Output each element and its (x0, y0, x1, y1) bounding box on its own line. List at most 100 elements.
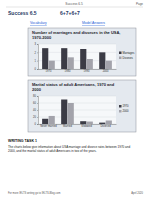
legend-swatch (119, 57, 122, 60)
y-axis: 0 20 40 60 80 (33, 94, 38, 126)
tick-label: 0 (35, 67, 37, 71)
link[interactable]: Vocabulary (30, 21, 47, 25)
x-axis: 1970 1980 1990 2000 (39, 69, 117, 73)
score: 6+7+6+7 (60, 10, 80, 16)
tick-label: Widowed (81, 124, 92, 128)
legend-label: 1970 (123, 104, 129, 108)
bar (99, 52, 105, 69)
chart-frame (28, 28, 136, 76)
bar (49, 116, 55, 124)
y-axis: 0 1 2 3 (35, 42, 39, 71)
tick-label: 1 (35, 59, 37, 63)
grid-line (38, 110, 116, 111)
x-tick: 1990 (84, 69, 90, 73)
lesson-title: Success 6.5 (8, 10, 37, 16)
legend: MarriagesDivorces (119, 51, 135, 60)
tick-label: 20 (33, 115, 36, 119)
bar (49, 61, 55, 69)
header-rule (6, 7, 143, 8)
tick-label: Married (63, 124, 72, 128)
bar (99, 123, 105, 124)
legend-label: Marriages (123, 51, 136, 55)
tick-mark (37, 52, 38, 53)
bar (87, 59, 93, 69)
tick-label: 0 (35, 122, 37, 126)
legend-swatch (119, 52, 122, 55)
header-title: Success 6.5 (65, 2, 83, 6)
bar (87, 122, 93, 124)
legend-label: 2000 (123, 109, 129, 113)
bar (68, 57, 74, 69)
y-axis-line (37, 45, 39, 70)
tick-label: Never married (40, 124, 57, 128)
bars (42, 100, 112, 125)
plot-area (38, 44, 116, 69)
bar (61, 48, 67, 69)
tick-mark (37, 110, 38, 111)
y-tick: 0 (35, 122, 38, 126)
x-tick: 1980 (65, 69, 71, 73)
y-tick: 60 (33, 101, 38, 105)
tick-mark (37, 124, 38, 125)
bar (106, 61, 112, 69)
tick-label: 60 (33, 101, 36, 105)
tick-mark (37, 117, 38, 118)
y-tick: 80 (33, 94, 38, 98)
bar (68, 103, 74, 124)
tick-mark (37, 103, 38, 104)
header-page: Page (136, 2, 143, 6)
x-axis: Never married Married Widowed Divorced (39, 124, 117, 128)
link[interactable]: Model Answers (82, 21, 105, 25)
legend-swatch (119, 105, 122, 108)
chart-title: Marital status of adult Americans, 1970 … (32, 82, 115, 92)
page: Success 6.5 Page Success 6.5 6+7+6+7 Vocabul… (0, 0, 149, 198)
bar (80, 49, 86, 69)
tick-label: 1970 (46, 69, 52, 73)
tick-label: 1990 (84, 69, 90, 73)
y-tick: 2 (35, 51, 38, 55)
task-text: The charts below give information about … (8, 145, 130, 153)
legend: 19702000 (119, 104, 129, 113)
grid-line (38, 96, 116, 97)
bar (106, 121, 112, 125)
tick-label: 2 (35, 51, 37, 55)
tick-label: 40 (33, 108, 36, 112)
x-tick: Divorced (100, 124, 111, 128)
legend-swatch (119, 110, 122, 113)
tick-mark (37, 96, 38, 97)
grid-line (38, 44, 116, 45)
chart: Marital status of adult Americans, 1970 … (28, 80, 136, 132)
task-heading: WRITING TASK 1 (8, 139, 37, 143)
x-tick: 2000 (103, 69, 109, 73)
chart-frame (28, 80, 136, 132)
x-tick: Widowed (81, 124, 92, 128)
plot-area (38, 96, 116, 124)
y-axis-line (37, 97, 39, 125)
x-tick: 1970 (46, 69, 52, 73)
y-tick: 3 (35, 42, 38, 46)
chart-title: Number of marriages and divorces in the … (32, 30, 120, 40)
y-tick: 1 (35, 59, 38, 63)
bar (61, 100, 67, 125)
tick-label: 1980 (65, 69, 71, 73)
x-tick: Married (63, 124, 72, 128)
tick-label: 80 (33, 94, 36, 98)
footer-right: April 2020 (131, 191, 143, 195)
chart: Number of marriages and divorces in the … (28, 28, 136, 76)
bar (42, 48, 48, 69)
y-tick: 40 (33, 108, 38, 112)
bar (42, 119, 48, 124)
y-tick: 20 (33, 115, 38, 119)
tick-label: 3 (35, 42, 37, 46)
x-tick: Never married (40, 124, 57, 128)
bars (42, 48, 112, 69)
tick-mark (37, 69, 38, 70)
tick-mark (37, 44, 38, 45)
tick-label: 2000 (103, 69, 109, 73)
bar (80, 121, 86, 124)
y-tick: 0 (35, 67, 38, 71)
tick-mark (37, 61, 38, 62)
tick-label: Divorced (100, 124, 111, 128)
legend-label: Divorces (123, 56, 134, 60)
footer-left: For more IELTS writing go to IELTS-Blog.… (8, 191, 60, 195)
